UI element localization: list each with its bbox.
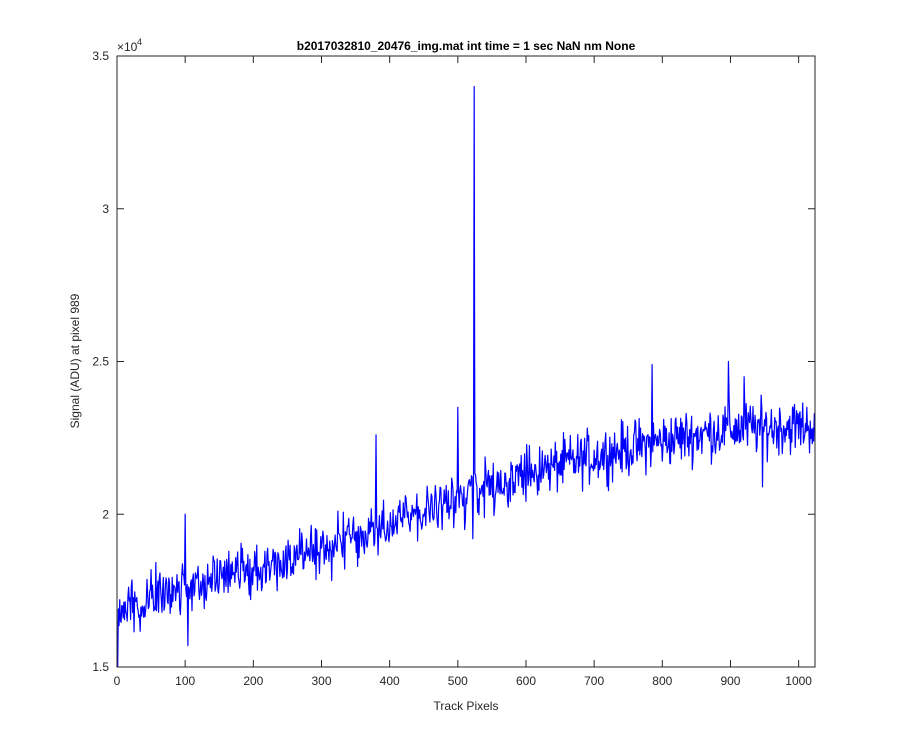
x-tick-label-5: 500 <box>448 674 468 688</box>
x-tick-label-6: 600 <box>516 674 536 688</box>
x-tick-label-0: 0 <box>114 674 121 688</box>
x-axis: 0 100 200 300 400 500 600 700 800 900 1000 <box>114 56 812 688</box>
y-exponent-power: 4 <box>137 37 142 47</box>
x-tick-label-8: 800 <box>652 674 672 688</box>
y-tick-label-1: 2 <box>102 507 109 521</box>
y-exponent-base: ×10 <box>117 40 138 54</box>
plot-area <box>117 56 815 667</box>
y-tick-label-2: 2.5 <box>92 355 109 369</box>
y-tick-label-4: 3.5 <box>92 49 109 63</box>
y-axis: 1.5 2 2.5 3 3.5 <box>92 49 815 674</box>
y-tick-label-3: 3 <box>102 202 109 216</box>
y-axis-label: Signal (ADU) at pixel 989 <box>68 293 82 428</box>
signal-series-line <box>117 85 816 668</box>
x-tick-label-1: 100 <box>175 674 195 688</box>
x-tick-label-3: 300 <box>311 674 331 688</box>
x-tick-label-9: 900 <box>720 674 740 688</box>
y-tick-label-0: 1.5 <box>92 660 109 674</box>
x-tick-label-4: 400 <box>380 674 400 688</box>
x-tick-label-10: 1000 <box>785 674 812 688</box>
x-axis-label: Track Pixels <box>434 699 499 713</box>
chart-title: b2017032810_20476_img.mat int time = 1 s… <box>297 39 636 53</box>
x-tick-label-2: 200 <box>243 674 263 688</box>
series-layer <box>117 85 816 668</box>
x-tick-label-7: 700 <box>584 674 604 688</box>
y-exponent: ×10 4 <box>117 37 142 54</box>
